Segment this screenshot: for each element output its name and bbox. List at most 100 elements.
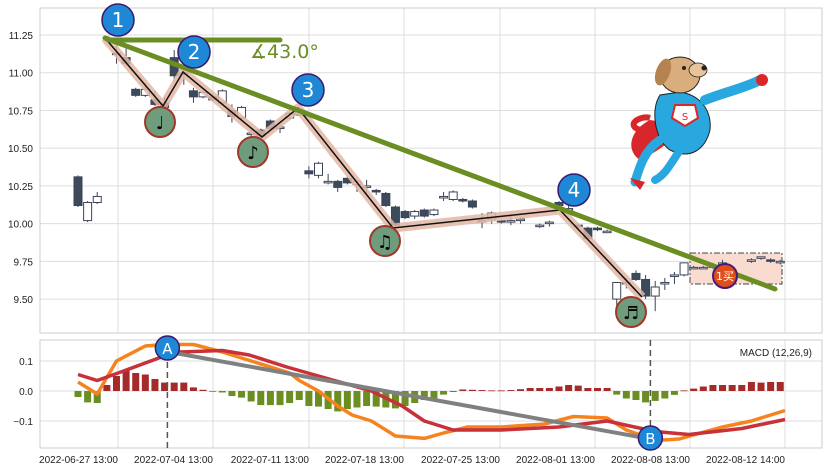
macd-histogram-bar [728, 385, 736, 391]
macd-histogram-bar [651, 391, 659, 401]
macd-histogram-bar [295, 391, 303, 400]
zigzag-line [104, 37, 643, 298]
candle-body [467, 200, 477, 208]
y-tick-label: 11.25 [9, 31, 34, 42]
candle-body [602, 230, 612, 234]
buy-signal-label: 1买 [716, 270, 734, 283]
y-tick-label: 10.50 [8, 144, 33, 155]
candle-body [323, 180, 333, 184]
macd-histogram-bar [526, 388, 534, 391]
x-tick-label: 2022-07-11 13:00 [231, 455, 310, 466]
macd-y-tick-label: −0.1 [13, 417, 33, 428]
macd-histogram-bar [189, 387, 197, 391]
macd-histogram-bar [84, 391, 92, 403]
candle-body [73, 176, 83, 207]
macd-histogram-bar [517, 389, 525, 391]
macd-histogram-bar [709, 385, 717, 391]
candle [641, 274, 651, 300]
candle [592, 226, 602, 232]
candle [602, 229, 612, 234]
candle-body [333, 180, 343, 188]
y-tick-label: 10.75 [8, 106, 33, 117]
macd-histogram-bar [459, 389, 467, 391]
candle [775, 259, 785, 265]
candle-body [371, 189, 381, 193]
candle-body [188, 90, 198, 98]
y-tick-label: 10.00 [8, 220, 33, 231]
angle-label: ∡43.0° [250, 41, 319, 63]
candle [410, 210, 420, 220]
x-tick-label: 2022-07-18 13:00 [325, 455, 404, 466]
peak-marker-2: 2 [177, 35, 211, 69]
candle [333, 179, 343, 192]
macd-histogram-bar [478, 390, 486, 391]
macd-histogram-bar [276, 391, 284, 406]
candle-body [439, 195, 449, 199]
candle [746, 258, 756, 263]
macd-histogram-bar [372, 391, 380, 407]
candle [467, 199, 477, 209]
macd-histogram-bar [699, 386, 707, 391]
candle [314, 161, 323, 179]
candle-body [304, 170, 314, 175]
macd-histogram-bar [353, 391, 361, 408]
zigzag-halo [101, 35, 646, 301]
svg-text:S: S [682, 112, 688, 123]
macd-histogram-bar [430, 391, 438, 399]
macd-dif-line [77, 342, 786, 443]
trough-marker-2: ♪ [237, 136, 269, 168]
candle [83, 200, 93, 223]
candle [756, 256, 766, 260]
candle-body [612, 281, 622, 300]
macd-histogram-bar [209, 391, 217, 392]
macd-histogram-bar [391, 391, 399, 409]
trough-marker-1: ♩ [144, 106, 176, 138]
candle [689, 265, 699, 270]
candle-body [689, 266, 699, 270]
macd-histogram-bar [603, 388, 611, 391]
price-panel-frame [39, 7, 823, 334]
candle [429, 208, 439, 217]
music-note-icon: ♬ [623, 303, 639, 324]
macd-y-tick-label: 0.1 [19, 357, 33, 368]
candle-body [669, 274, 679, 277]
buy-signal-marker: 1买 [712, 263, 738, 289]
candle-body [775, 260, 785, 264]
peak-marker-1: 1 [101, 3, 135, 37]
superhero-dog-mascot: S [630, 56, 768, 190]
macd-histogram-bar [584, 388, 592, 391]
candle-body [410, 211, 420, 217]
macd-histogram-bar [613, 391, 621, 395]
macd-histogram-bar [507, 390, 515, 391]
x-tick-label: 2022-08-12 14:00 [706, 455, 785, 466]
trough-marker-4: ♬ [615, 296, 647, 328]
candle-body [756, 256, 766, 259]
macd-panel-frame [39, 339, 823, 449]
candle-body [766, 259, 776, 262]
macd-histogram-bar [574, 385, 582, 391]
candle [544, 220, 554, 227]
candle [92, 191, 102, 205]
macd-histogram-bar [363, 391, 371, 406]
macd-histogram-bar [228, 391, 236, 397]
candle-body [448, 191, 458, 200]
macd-histogram-bar [488, 390, 496, 392]
peak-marker-4: 4 [557, 173, 591, 207]
macd-histogram-bar [199, 389, 207, 391]
music-note-icon: ♫ [377, 232, 393, 253]
macd-histogram-bar [776, 382, 784, 391]
peak-label: 4 [568, 178, 581, 202]
macd-histogram-bar [719, 385, 727, 391]
candle [188, 87, 198, 103]
candle [371, 188, 381, 195]
macd-histogram-bar [238, 391, 246, 398]
candle-body [83, 201, 93, 222]
macd-histogram-bar [632, 391, 640, 400]
macd-histogram-bar [141, 374, 149, 391]
divergence-label-a: A [162, 340, 173, 358]
candle-body [631, 272, 641, 280]
macd-histogram-bar [343, 391, 351, 409]
candle [679, 262, 689, 277]
candle-body [506, 220, 516, 223]
candle [419, 208, 429, 218]
